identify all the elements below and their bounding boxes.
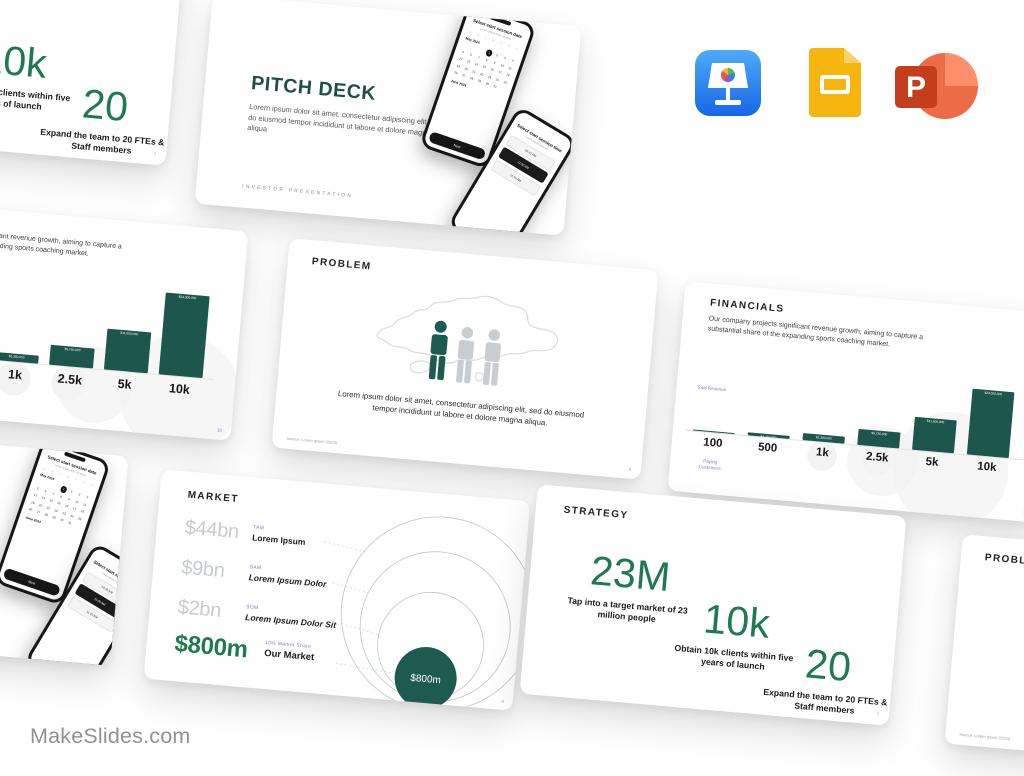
problem-caption: Lorem ipsum dolor sit amet, consectetur … <box>337 389 585 428</box>
market-value: $9bn <box>180 556 226 583</box>
bar: $230,000 <box>692 428 735 435</box>
source-note: Source: Lorem Ipsum (2024) <box>286 435 338 446</box>
site-logo[interactable]: MakeSlides.com <box>30 724 191 748</box>
page-number: 10 <box>216 427 223 433</box>
slide-financials-partial: Our company projects significant revenue… <box>0 199 249 441</box>
stat-value: 20 <box>80 80 130 131</box>
slide-title: PROBLEM <box>311 256 372 273</box>
strategy-stat: 20 Expand the team to 20 FTEs & Staff me… <box>36 77 172 161</box>
people-icons <box>428 320 501 386</box>
our-market-bubble <box>394 647 457 710</box>
bar: $2,300,000 <box>802 433 845 444</box>
market-value: $44bn <box>183 516 240 544</box>
person-icon-dark <box>428 320 448 381</box>
revenue-bar-chart: $2,300,000 $5,750,000 $11,500,000 $23,00… <box>0 199 248 440</box>
person-icon-gray <box>482 329 501 386</box>
cover-body: Lorem ipsum dolor sit amet, consectetur … <box>246 101 443 138</box>
slide-title: STRATEGY <box>563 504 629 522</box>
revenue-bar-chart: $230,000 $1,150,000 $2,300,000 $5,750,00… <box>668 281 1024 522</box>
bar: $1,150,000 <box>747 431 790 439</box>
keynote-base-icon <box>715 100 741 105</box>
powerpoint-icon[interactable]: P <box>893 50 981 122</box>
bar: $11,500,000 <box>912 416 957 454</box>
powerpoint-letter: P <box>906 71 926 104</box>
slide-strategy-partial: STRATEGY 23M Tap into a target market of… <box>0 0 184 166</box>
page-number: 7 <box>153 151 157 157</box>
next-button: Next <box>428 131 487 161</box>
google-slides-icon[interactable] <box>809 48 861 117</box>
next-button: Next <box>2 567 61 597</box>
time-slot-list: 10:45 AM 11:00 AM 11:15 AM <box>66 570 129 633</box>
slide-title: PROBLEM <box>984 552 1024 569</box>
keynote-icon[interactable] <box>695 50 761 116</box>
page-number: 3 <box>628 466 632 472</box>
slide-financials: FINANCIALS Our company projects signific… <box>667 281 1024 523</box>
slide-problem: PROBLEM Lorem ipsum dolor sit amet, cons… <box>271 238 659 480</box>
slide-strategy: STRATEGY 23M Tap into a target market of… <box>519 484 907 726</box>
bar: $23,000,000 <box>966 388 1015 459</box>
bar: $11,500,000 <box>103 328 152 374</box>
bubble-label: $800m <box>410 673 441 687</box>
source-note: Source: Lorem Ipsum (2024) <box>959 731 1011 742</box>
page-number: 7 <box>876 711 880 717</box>
slide-cover: PITCH DECK Lorem ipsum dolor sit amet, c… <box>194 0 582 236</box>
slide-problem-partial: PROBLEM Source: Lorem Ipsum (2024) 3 <box>944 534 1024 776</box>
slide-cover-partial: PITCH DECK Lorem ipsum dolor sit amet, c… <box>0 424 129 666</box>
slide-frame-icon <box>820 75 850 94</box>
bar: $2,300,000 <box>0 351 39 364</box>
bar: $5,750,000 <box>49 344 95 369</box>
cover-footer: INVESTOR PRESENTATION <box>241 183 354 200</box>
person-icon-gray <box>456 327 475 384</box>
stat-value: 20 <box>803 640 853 691</box>
bar: $5,750,000 <box>857 428 901 449</box>
keynote-pole-icon <box>726 88 730 101</box>
tam-sam-som-diagram: $800m <box>324 516 531 711</box>
cover-title: PITCH DECK <box>250 72 377 105</box>
strategy-stat: 20 Expand the team to 20 FTEs & Staff me… <box>759 637 895 721</box>
slide-market: $800m MARKET $44bn TAM Lorem Ipsum $9bn … <box>143 469 531 711</box>
keynote-colorwheel-icon <box>720 66 736 83</box>
market-value: $2bn <box>176 596 222 622</box>
bar: $23,000,000 <box>158 292 210 379</box>
page-number: 4 <box>501 698 505 704</box>
x-tick-label: 1k <box>7 367 23 383</box>
